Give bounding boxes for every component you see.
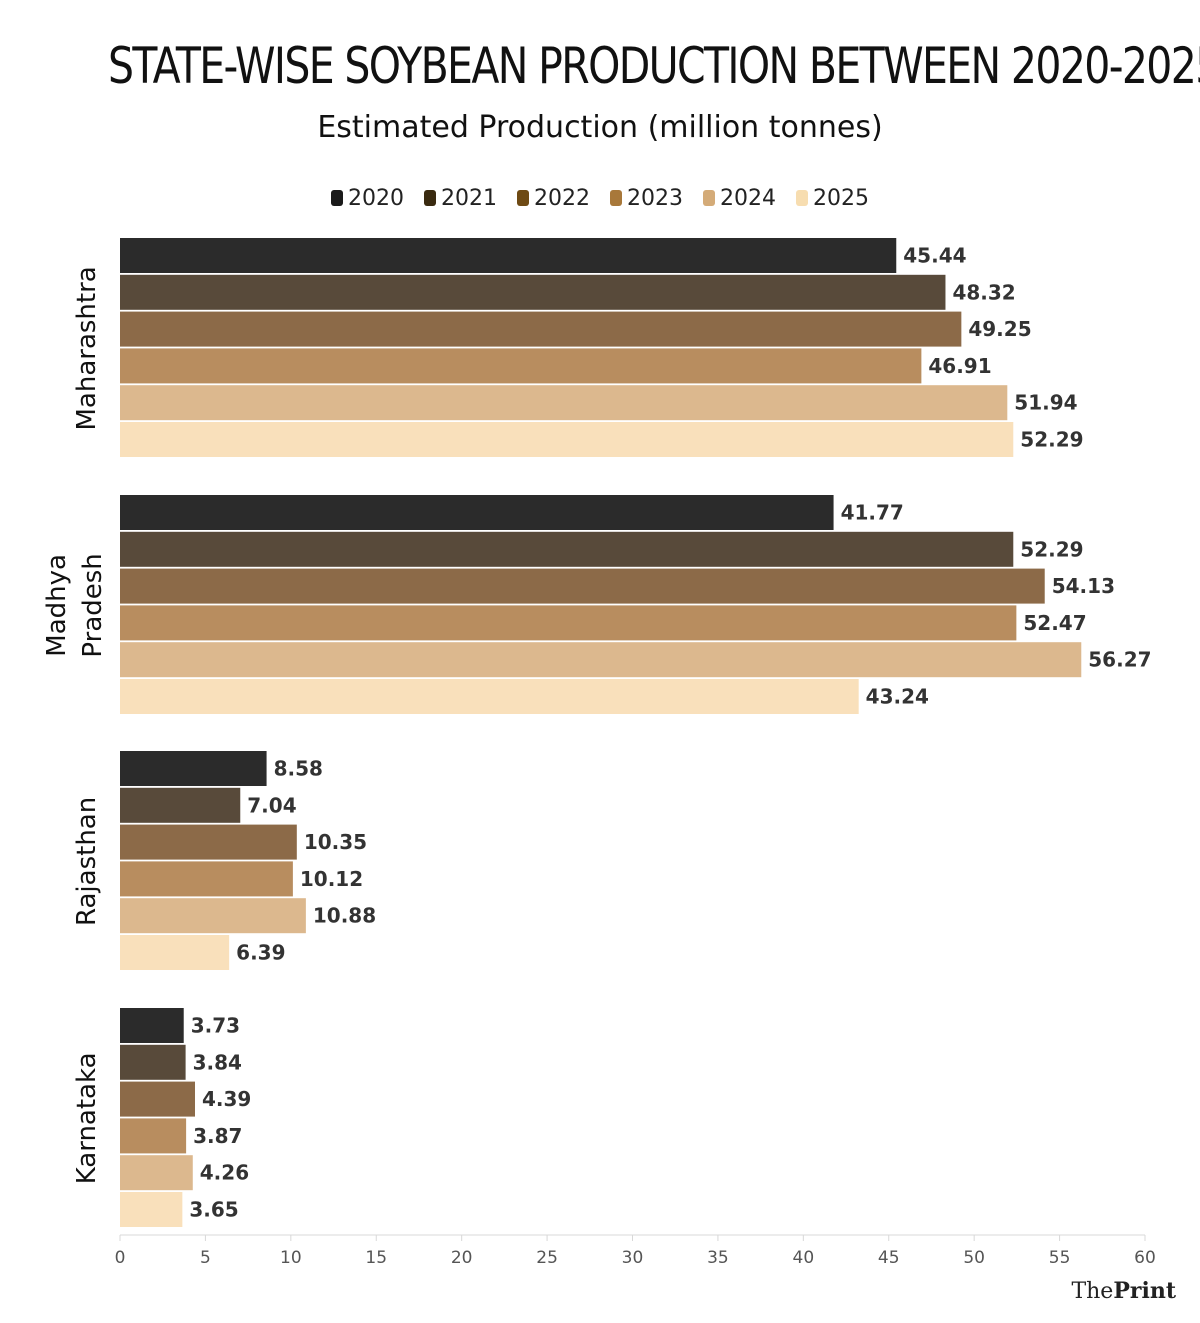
bar-2025 <box>120 935 230 970</box>
x-tick-label: 60 <box>1134 1248 1156 1268</box>
bar-2022 <box>120 824 297 860</box>
legend-swatch <box>703 190 715 206</box>
data-label: 7.04 <box>247 793 296 817</box>
legend-swatch <box>517 190 529 206</box>
bar-2024 <box>120 1155 193 1191</box>
data-label: 3.84 <box>193 1050 242 1074</box>
bar-2024 <box>120 642 1082 678</box>
legend: 2020 2021 2022 2023 2024 2025 <box>0 182 1200 214</box>
legend-label: 2022 <box>534 185 590 211</box>
bar-2025 <box>120 679 859 714</box>
legend-swatch <box>796 190 808 206</box>
legend-label: 2020 <box>348 185 404 211</box>
data-label: 10.88 <box>313 904 376 928</box>
data-label: 51.94 <box>1014 391 1077 415</box>
bar-2021 <box>120 274 946 310</box>
legend-swatch <box>610 190 622 206</box>
bar-2024 <box>120 385 1008 421</box>
bar-2021 <box>120 531 1014 567</box>
category-label-line: Karnataka <box>72 1052 102 1184</box>
bar-2023 <box>120 861 293 897</box>
category-label-line: Pradesh <box>78 553 108 657</box>
data-label: 8.58 <box>274 757 323 781</box>
category-label-line: Rajasthan <box>72 797 102 926</box>
category-label: Rajasthan <box>72 797 102 926</box>
data-label: 6.39 <box>236 941 285 965</box>
chart-title: STATE-WISE SOYBEAN PRODUCTION BETWEEN 20… <box>108 37 1200 95</box>
bar-2023 <box>120 348 922 384</box>
legend-item-2020: 2020 <box>331 186 404 211</box>
legend-label: 2023 <box>627 185 683 211</box>
data-label: 4.26 <box>200 1161 249 1185</box>
legend-item-2025: 2025 <box>796 186 869 211</box>
data-label: 10.35 <box>304 830 367 854</box>
bar-2022 <box>120 311 962 347</box>
data-label: 3.87 <box>193 1124 242 1148</box>
bar-2020 <box>120 751 267 786</box>
data-label: 52.29 <box>1020 537 1083 561</box>
data-label: 52.29 <box>1020 428 1083 452</box>
x-tick-label: 0 <box>115 1248 126 1268</box>
legend-item-2024: 2024 <box>703 186 776 211</box>
legend-item-2021: 2021 <box>424 186 497 211</box>
x-tick-label: 45 <box>878 1248 900 1268</box>
legend-item-2022: 2022 <box>517 186 590 211</box>
x-tick-label: 50 <box>963 1248 985 1268</box>
x-tick-label: 15 <box>365 1248 387 1268</box>
legend-label: 2021 <box>441 185 497 211</box>
legend-swatch <box>424 190 436 206</box>
category-label: Karnataka <box>72 1052 102 1184</box>
bar-2021 <box>120 787 241 823</box>
bar-2020 <box>120 1008 184 1043</box>
bar-2025 <box>120 422 1014 457</box>
data-label: 48.32 <box>952 280 1015 304</box>
bar-2024 <box>120 898 306 934</box>
data-label: 45.44 <box>903 244 966 268</box>
data-label: 10.12 <box>300 867 363 891</box>
bar-2023 <box>120 1118 187 1154</box>
category-label: Maharashtra <box>72 266 102 430</box>
legend-label: 2025 <box>813 185 869 211</box>
data-label: 49.25 <box>968 317 1031 341</box>
category-label-line: Maharashtra <box>72 266 102 430</box>
category-label-line: Madhya <box>42 554 72 657</box>
x-tick-label: 35 <box>707 1248 729 1268</box>
brand-print: Print <box>1113 1278 1176 1304</box>
x-tick-label: 40 <box>793 1248 815 1268</box>
x-tick-label: 25 <box>536 1248 558 1268</box>
data-label: 54.13 <box>1052 574 1115 598</box>
data-label: 43.24 <box>866 685 929 709</box>
bar-2021 <box>120 1044 186 1080</box>
data-label: 4.39 <box>202 1087 251 1111</box>
bar-2020 <box>120 238 897 273</box>
x-tick-label: 30 <box>622 1248 644 1268</box>
x-tick-label: 10 <box>280 1248 302 1268</box>
bar-2025 <box>120 1192 183 1227</box>
data-label: 52.47 <box>1023 611 1086 635</box>
legend-label: 2024 <box>720 185 776 211</box>
data-label: 56.27 <box>1088 648 1151 672</box>
data-label: 3.65 <box>189 1198 238 1222</box>
brand-the: The <box>1071 1279 1114 1304</box>
data-label: 3.73 <box>191 1014 240 1038</box>
bar-2020 <box>120 495 834 530</box>
x-tick-label: 55 <box>1049 1248 1071 1268</box>
chart-subtitle: Estimated Production (million tonnes) <box>317 110 883 145</box>
category-label: Madhya Pradesh <box>42 553 108 657</box>
bar-2022 <box>120 1081 195 1117</box>
brand-logo: ThePrint <box>1071 1278 1176 1304</box>
x-tick-label: 5 <box>200 1248 211 1268</box>
legend-item-2023: 2023 <box>610 186 683 211</box>
legend-swatch <box>331 190 343 206</box>
x-tick-label: 20 <box>451 1248 473 1268</box>
bar-2022 <box>120 568 1045 604</box>
bar-2023 <box>120 605 1017 641</box>
data-label: 41.77 <box>841 501 904 525</box>
data-label: 46.91 <box>928 354 991 378</box>
